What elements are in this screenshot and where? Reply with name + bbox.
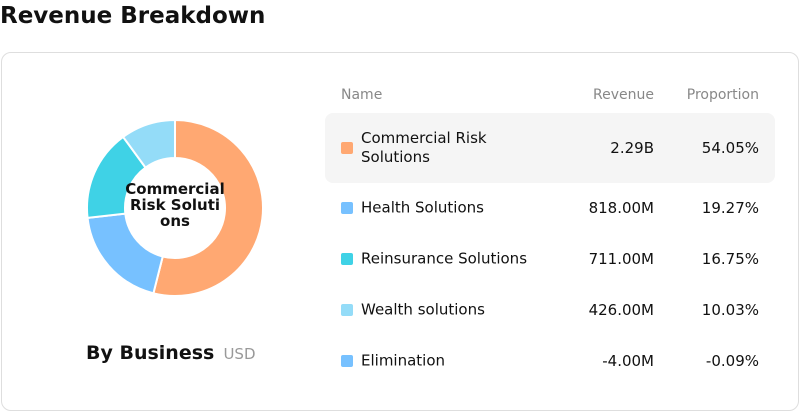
row-name: Health Solutions — [361, 198, 484, 217]
chart-caption-title: By Business — [86, 342, 215, 364]
legend-swatch — [341, 202, 353, 214]
column-header-revenue[interactable]: Revenue — [593, 87, 654, 103]
table-row[interactable]: Commercial Risk Solutions 2.29B 54.05% — [325, 113, 775, 183]
row-revenue: 818.00M — [588, 199, 654, 217]
row-proportion: 16.75% — [701, 250, 759, 268]
row-name: Elimination — [361, 351, 446, 370]
chart-caption: By Business USD — [86, 342, 256, 364]
row-revenue: 2.29B — [610, 139, 654, 157]
table-row[interactable]: Wealth solutions 426.00M 10.03% — [325, 275, 775, 345]
row-revenue: -4.00M — [602, 352, 654, 370]
legend-swatch — [341, 142, 353, 154]
row-name: Reinsurance Solutions — [361, 249, 528, 268]
row-revenue: 711.00M — [588, 250, 654, 268]
row-name: Commercial Risk Solutions — [361, 129, 487, 166]
chart-caption-unit: USD — [223, 345, 256, 363]
legend-swatch — [341, 253, 353, 265]
table-row[interactable]: Health Solutions 818.00M 19.27% — [325, 173, 775, 243]
row-proportion: 10.03% — [701, 301, 759, 319]
row-name: Wealth solutions — [361, 300, 485, 319]
column-header-proportion[interactable]: Proportion — [686, 87, 759, 103]
legend-swatch — [341, 304, 353, 316]
page-title: Revenue Breakdown — [0, 3, 266, 29]
table-row[interactable]: Reinsurance Solutions 711.00M 16.75% — [325, 224, 775, 294]
row-proportion: -0.09% — [705, 352, 759, 370]
legend-swatch — [341, 355, 353, 367]
row-proportion: 54.05% — [701, 139, 759, 157]
table-row[interactable]: Elimination -4.00M -0.09% — [325, 326, 775, 396]
donut-center-label: Commercial Risk Solutions — [125, 180, 225, 230]
column-header-name[interactable]: Name — [341, 87, 383, 103]
row-revenue: 426.00M — [588, 301, 654, 319]
row-proportion: 19.27% — [701, 199, 759, 217]
